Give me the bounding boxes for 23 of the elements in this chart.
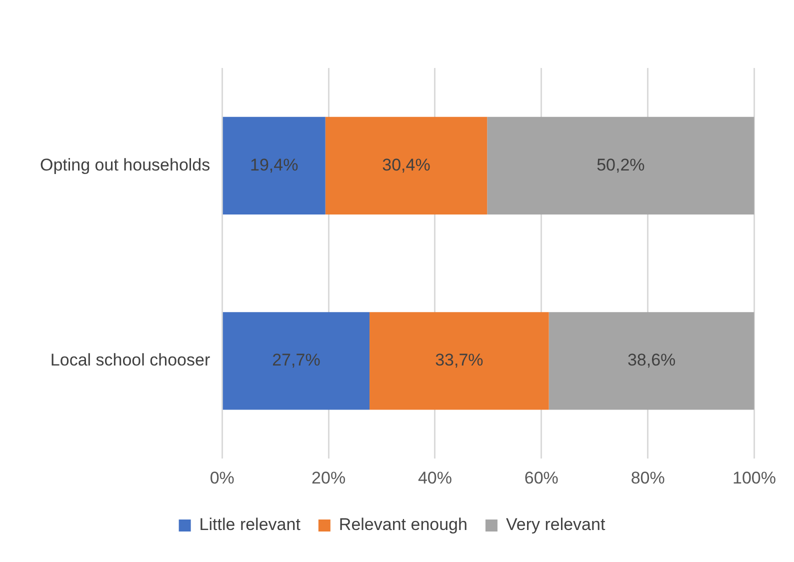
data-label: 30,4% (382, 155, 430, 174)
bar (222, 312, 370, 410)
x-tick-label: 20% (312, 468, 346, 488)
y-tick-label: Opting out households (40, 155, 210, 174)
x-tick-label: 40% (418, 468, 452, 488)
data-label: 38,6% (627, 350, 676, 370)
bar (222, 116, 326, 214)
data-label: 27,7% (272, 350, 320, 370)
legend-label: Relevant enough (338, 515, 468, 534)
bar (325, 116, 488, 214)
bar (370, 312, 549, 410)
data-label: 33,7% (435, 350, 484, 370)
data-label: 19,4% (250, 155, 298, 174)
data-label: 50,2% (596, 155, 645, 174)
bar (548, 312, 754, 410)
x-tick-label: 60% (524, 468, 558, 488)
legend-label: Very relevant (506, 515, 606, 534)
bar (487, 116, 754, 214)
legend-label: Little relevant (199, 515, 301, 534)
y-tick-label: Local school chooser (50, 350, 210, 370)
x-tick-label: 0% (210, 468, 234, 488)
x-tick-label: 80% (630, 468, 665, 488)
x-tick-label: 100% (732, 468, 776, 488)
